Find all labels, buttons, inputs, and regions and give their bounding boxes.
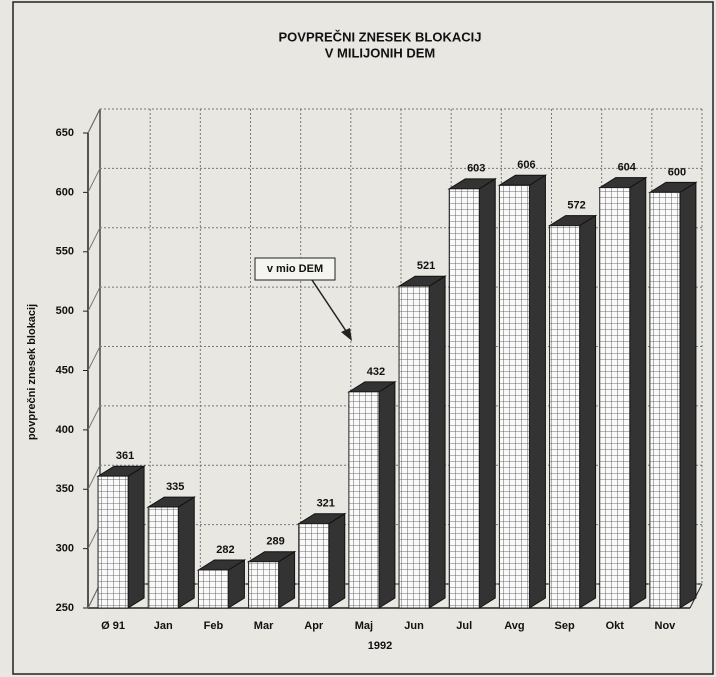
bar <box>498 184 530 609</box>
bar <box>448 188 480 609</box>
bar <box>197 569 229 609</box>
bar-tint <box>499 185 530 608</box>
bar-side <box>177 496 195 609</box>
x-tick-label: Jun <box>404 620 424 632</box>
bar-side <box>579 214 597 609</box>
y-tick-label: 300 <box>56 543 74 555</box>
grid-line-side <box>87 168 101 193</box>
annotation: v mio DEM <box>267 263 323 275</box>
grid-line-side <box>87 405 101 431</box>
bar <box>398 285 430 609</box>
bar <box>298 523 330 609</box>
y-axis-label: povprečni znesek blokacij <box>26 304 38 440</box>
chart-subtitle: V MILIJONIH DEM <box>325 45 436 60</box>
grid-line-side <box>87 286 101 312</box>
bar-side <box>679 181 697 609</box>
bar <box>248 561 280 609</box>
grid-line-side <box>87 227 101 252</box>
bar-side <box>127 465 145 609</box>
bar-side <box>378 380 396 609</box>
x-tick-label: Ø 91 <box>101 620 125 632</box>
annotation-box <box>254 257 336 281</box>
y-tick-label: 550 <box>56 246 74 258</box>
x-tick-label: Nov <box>655 620 677 632</box>
bar-tint <box>198 570 229 608</box>
y-tick-label: 400 <box>56 424 74 436</box>
value-label: 600 <box>668 166 686 178</box>
value-label: 335 <box>166 481 184 493</box>
bar-side <box>328 512 346 609</box>
x-tick-label: Jul <box>456 620 472 632</box>
bar <box>348 391 380 609</box>
bar-tint <box>399 286 430 608</box>
bar-side <box>629 176 647 609</box>
bar-tint <box>449 188 480 608</box>
bar-side <box>528 174 546 609</box>
x-axis-label: 1992 <box>368 640 392 652</box>
value-label: 521 <box>417 260 435 272</box>
value-label: 361 <box>116 450 134 462</box>
value-label: 321 <box>317 498 335 510</box>
x-tick-label: Avg <box>504 620 524 632</box>
x-tick-label: Maj <box>355 620 373 632</box>
x-tick-label: Sep <box>554 620 574 632</box>
bar-tint <box>98 476 129 608</box>
value-label: 432 <box>367 366 385 378</box>
frame <box>12 1 714 675</box>
bar-side <box>478 177 496 609</box>
value-label: 572 <box>567 200 585 212</box>
bar-tint <box>298 523 329 608</box>
bar-tint <box>599 187 630 608</box>
value-label: 282 <box>216 544 234 556</box>
annotation-arrow <box>311 279 349 335</box>
annotation-arrowhead <box>341 328 352 341</box>
bar <box>147 506 179 609</box>
y-tick-label: 600 <box>56 186 74 198</box>
value-label: 289 <box>266 536 284 548</box>
bar <box>549 225 581 609</box>
y-tick-label: 500 <box>56 305 74 317</box>
grid-line-side <box>87 108 101 134</box>
bar <box>97 475 129 609</box>
x-tick-label: Mar <box>254 620 274 632</box>
bar <box>649 191 681 609</box>
x-tick-label: Feb <box>204 620 224 632</box>
x-tick-label: Jan <box>154 620 173 632</box>
x-tick-label: Apr <box>304 620 324 632</box>
value-label: 604 <box>618 162 637 174</box>
y-tick-label: 650 <box>56 127 74 139</box>
value-label: 606 <box>517 159 535 171</box>
x-tick-label: Okt <box>606 620 625 632</box>
bar-tint <box>649 192 680 608</box>
y-tick-label: 350 <box>56 483 74 495</box>
chart-title: POVPREČNI ZNESEK BLOKACIJ <box>279 29 482 44</box>
grid-line-side <box>87 346 101 371</box>
y-tick-label: 250 <box>56 602 74 614</box>
bar-side <box>428 275 446 609</box>
y-tick-label: 450 <box>56 364 74 376</box>
bar <box>599 187 631 609</box>
value-label: 603 <box>467 163 485 175</box>
bar-tint <box>248 561 279 608</box>
bar-tint <box>148 507 179 608</box>
bar-tint <box>549 225 580 608</box>
bar-tint <box>348 391 379 608</box>
grid-line-side <box>87 465 101 490</box>
